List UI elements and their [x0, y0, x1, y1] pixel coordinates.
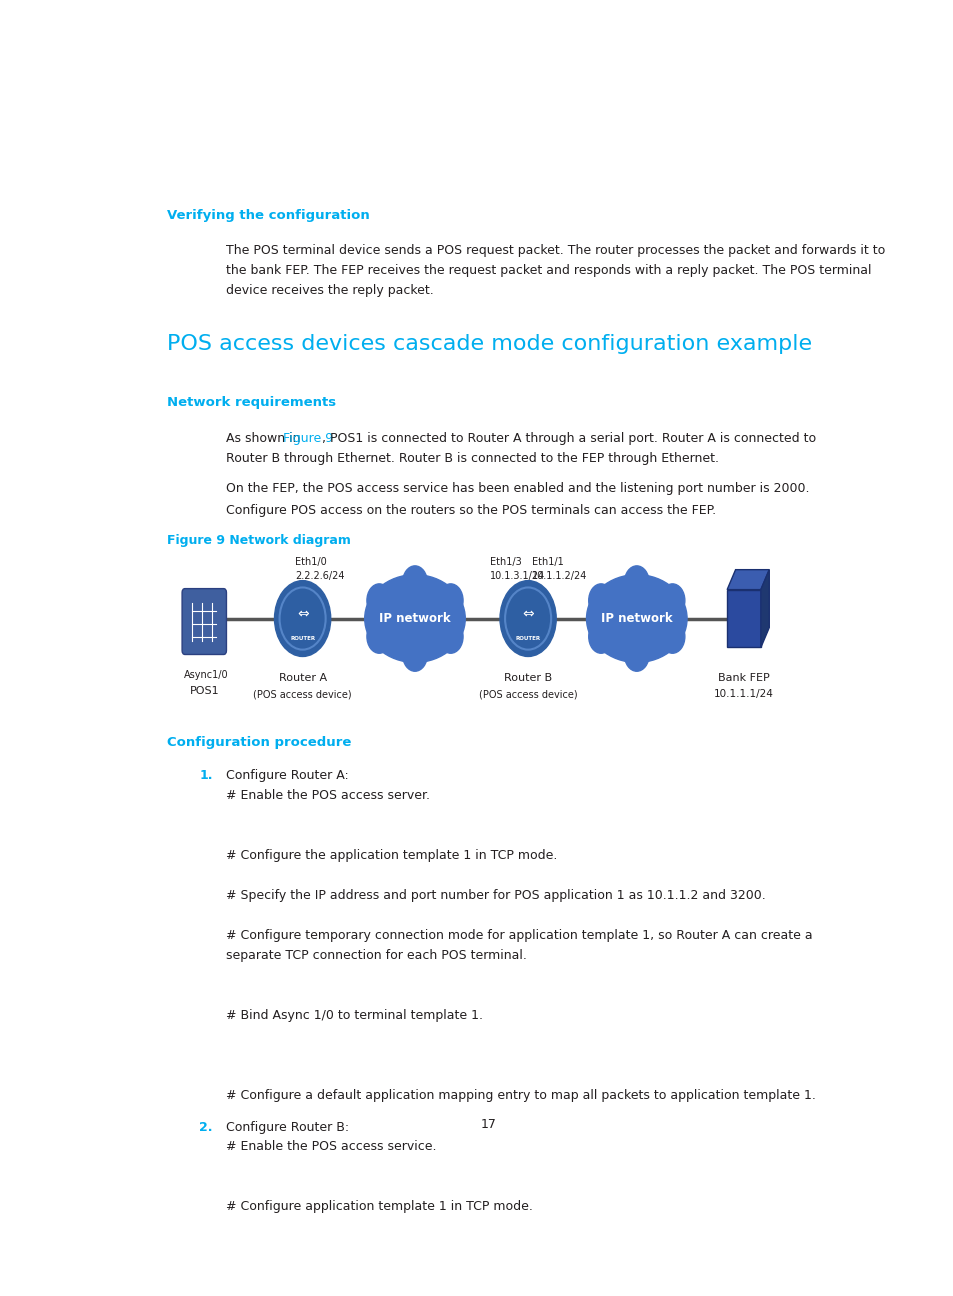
Text: # Enable the POS access service.: # Enable the POS access service.	[226, 1140, 436, 1153]
Text: # Configure the application template 1 in TCP mode.: # Configure the application template 1 i…	[226, 849, 558, 862]
Text: On the FEP, the POS access service has been enabled and the listening port numbe: On the FEP, the POS access service has b…	[226, 482, 809, 495]
Text: As shown in: As shown in	[226, 432, 305, 445]
Text: device receives the reply packet.: device receives the reply packet.	[226, 284, 434, 297]
Text: # Configure application template 1 in TCP mode.: # Configure application template 1 in TC…	[226, 1200, 533, 1213]
Text: Network requirements: Network requirements	[167, 397, 336, 410]
Circle shape	[588, 619, 613, 653]
Text: Figure 9 Network diagram: Figure 9 Network diagram	[167, 534, 351, 547]
Text: , POS1 is connected to Router A through a serial port. Router A is connected to: , POS1 is connected to Router A through …	[321, 432, 815, 445]
Text: Eth1/0: Eth1/0	[294, 557, 327, 566]
Text: (POS access device): (POS access device)	[253, 689, 352, 700]
Circle shape	[624, 638, 648, 671]
Text: separate TCP connection for each POS terminal.: separate TCP connection for each POS ter…	[226, 949, 527, 962]
Circle shape	[402, 638, 427, 671]
Text: ROUTER: ROUTER	[290, 636, 314, 640]
Text: 17: 17	[480, 1118, 497, 1131]
Text: 10.1.1.2/24: 10.1.1.2/24	[531, 570, 586, 581]
Ellipse shape	[364, 574, 465, 662]
Text: Async1/0: Async1/0	[184, 670, 229, 680]
Text: 10.1.1.1/24: 10.1.1.1/24	[713, 689, 773, 700]
Text: 1.: 1.	[199, 770, 213, 783]
Text: Eth1/1: Eth1/1	[531, 557, 563, 566]
Text: # Specify the IP address and port number for POS application 1 as 10.1.1.2 and 3: # Specify the IP address and port number…	[226, 889, 765, 902]
Circle shape	[367, 584, 392, 617]
Circle shape	[274, 581, 331, 657]
Text: # Bind Async 1/0 to terminal template 1.: # Bind Async 1/0 to terminal template 1.	[226, 1008, 483, 1021]
Circle shape	[367, 619, 392, 653]
Circle shape	[659, 619, 684, 653]
Circle shape	[499, 581, 556, 657]
Text: The POS terminal device sends a POS request packet. The router processes the pac: The POS terminal device sends a POS requ…	[226, 245, 884, 258]
FancyBboxPatch shape	[182, 588, 226, 654]
Text: ⇔: ⇔	[521, 607, 534, 621]
Text: Configure Router A:: Configure Router A:	[226, 770, 349, 783]
Text: 2.: 2.	[199, 1121, 213, 1134]
Circle shape	[437, 584, 462, 617]
Text: POS1: POS1	[190, 687, 219, 696]
Polygon shape	[726, 570, 768, 590]
Text: POS access devices cascade mode configuration example: POS access devices cascade mode configur…	[167, 334, 812, 354]
Text: Router B through Ethernet. Router B is connected to the FEP through Ethernet.: Router B through Ethernet. Router B is c…	[226, 452, 719, 465]
Text: (POS access device): (POS access device)	[478, 689, 577, 700]
Text: IP network: IP network	[378, 612, 451, 625]
Text: the bank FEP. The FEP receives the request packet and responds with a reply pack: the bank FEP. The FEP receives the reque…	[226, 264, 871, 277]
Circle shape	[624, 566, 648, 599]
Text: # Enable the POS access server.: # Enable the POS access server.	[226, 789, 430, 802]
Circle shape	[402, 566, 427, 599]
Circle shape	[588, 584, 613, 617]
Text: # Configure a default application mapping entry to map all packets to applicatio: # Configure a default application mappin…	[226, 1089, 816, 1102]
Circle shape	[437, 619, 462, 653]
Ellipse shape	[586, 574, 686, 662]
Text: ROUTER: ROUTER	[515, 636, 540, 640]
Polygon shape	[760, 570, 768, 648]
Text: Router B: Router B	[503, 674, 552, 683]
Text: 2.2.2.6/24: 2.2.2.6/24	[294, 570, 344, 581]
Text: Verifying the configuration: Verifying the configuration	[167, 210, 370, 223]
Text: IP network: IP network	[600, 612, 672, 625]
Text: Eth1/3: Eth1/3	[489, 557, 521, 566]
Text: Figure 9: Figure 9	[283, 432, 334, 445]
Text: Configure Router B:: Configure Router B:	[226, 1121, 349, 1134]
Text: Router A: Router A	[278, 674, 326, 683]
Text: Bank FEP: Bank FEP	[718, 674, 769, 683]
Text: # Configure temporary connection mode for application template 1, so Router A ca: # Configure temporary connection mode fo…	[226, 929, 812, 942]
Text: Configure POS access on the routers so the POS terminals can access the FEP.: Configure POS access on the routers so t…	[226, 504, 716, 517]
Text: ⇔: ⇔	[296, 607, 308, 621]
Circle shape	[659, 584, 684, 617]
Text: 10.1.3.1/24: 10.1.3.1/24	[489, 570, 544, 581]
Text: Configuration procedure: Configuration procedure	[167, 736, 352, 749]
FancyBboxPatch shape	[726, 590, 760, 648]
